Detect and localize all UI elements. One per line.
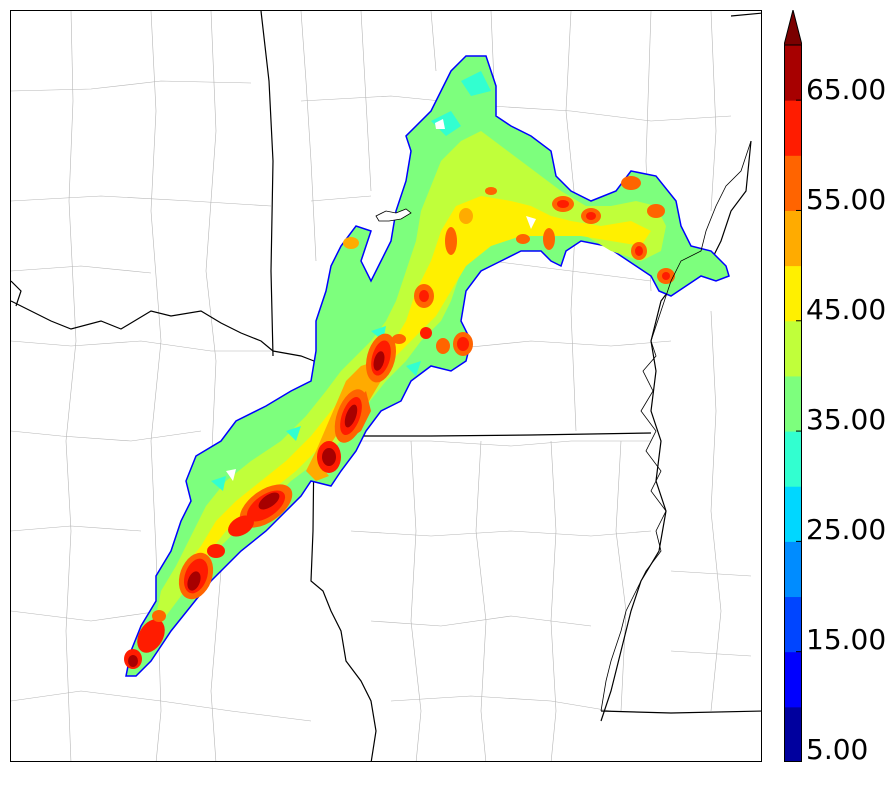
colorbar-segment [784,486,802,542]
colorbar-segment [784,596,802,653]
colorbar-tick-label: 35.00 [806,403,887,436]
county-lines [11,11,752,761]
colorbar-tick-label: 65.00 [806,73,887,106]
reflectivity-field [124,55,730,677]
colorbar-segment [784,706,802,762]
colorbar-tick-label: 25.00 [806,513,887,546]
colorbar-segment [784,431,802,487]
radar-map [10,10,762,762]
colorbar-segment [784,210,802,267]
colorbar-extend-arrow [784,10,802,46]
field-outline [125,55,730,677]
state-borders [11,11,761,761]
colorbar-segment [784,155,802,211]
colorbar-tick-label: 45.00 [806,293,887,326]
colorbar-segment [784,375,802,432]
colorbar-segment [784,541,802,598]
colorbar-segment [784,320,802,377]
colorbar-segment [784,45,802,101]
colorbar-segment [784,651,802,708]
colorbar-segment [784,265,802,322]
river [600,140,752,712]
colorbar-outline [784,44,802,762]
colorbar-tick-label: 55.00 [806,183,887,216]
lake [375,208,412,222]
colorbar-tick-label: 5.00 [806,733,869,766]
colorbar-tick-label: 15.00 [806,623,887,656]
colorbar-segment [784,100,802,156]
colorbar [784,10,802,762]
